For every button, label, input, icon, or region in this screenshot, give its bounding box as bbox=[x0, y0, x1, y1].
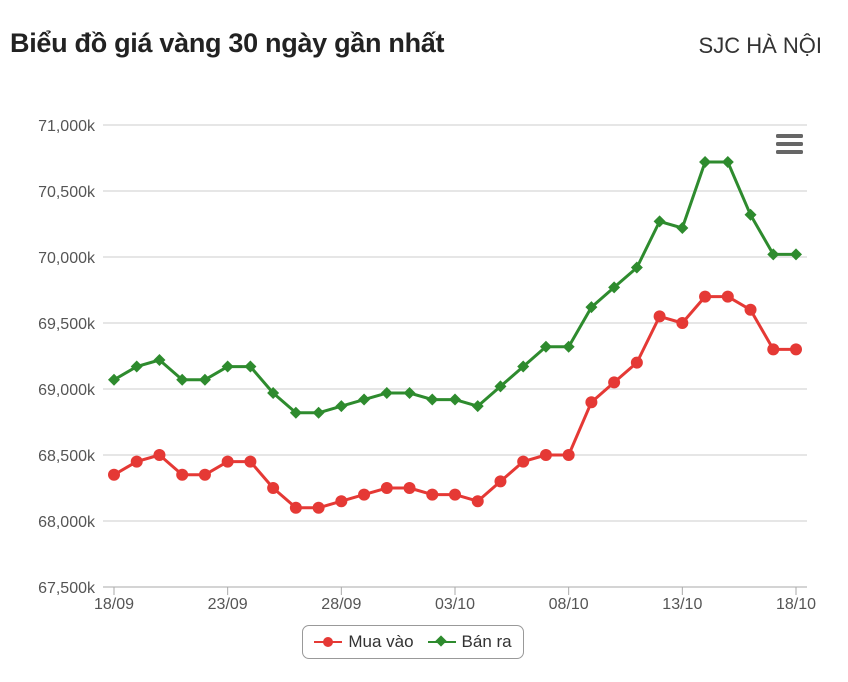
buy-point bbox=[494, 475, 507, 488]
buy-point bbox=[312, 501, 325, 514]
sell-point bbox=[130, 360, 143, 373]
buy-point bbox=[198, 468, 211, 481]
menu-bar bbox=[776, 150, 803, 154]
y-tick-label: 70,500k bbox=[38, 184, 96, 201]
buy-point bbox=[630, 356, 643, 369]
legend-sell-label: Bán ra bbox=[461, 632, 512, 651]
chart-title: Biểu đồ giá vàng 30 ngày gần nhất bbox=[10, 28, 445, 58]
y-tick-label: 68,000k bbox=[38, 514, 96, 531]
sell-point bbox=[403, 386, 416, 399]
buy-point bbox=[699, 290, 712, 303]
hamburger-menu-icon[interactable] bbox=[776, 134, 803, 154]
sell-point bbox=[653, 215, 666, 228]
x-tick-label: 18/10 bbox=[776, 596, 816, 613]
legend-item-sell[interactable]: Bán ra bbox=[427, 632, 512, 652]
buy-point bbox=[267, 482, 280, 494]
x-tick-label: 18/09 bbox=[94, 596, 134, 613]
sell-point bbox=[312, 406, 325, 419]
buy-point bbox=[244, 455, 257, 468]
sell-point bbox=[562, 340, 575, 353]
buy-point bbox=[471, 495, 484, 508]
sell-point bbox=[539, 340, 552, 353]
buy-point bbox=[449, 488, 461, 501]
gold-price-line-chart: 67,500k 68,000k 68,500k 69,000k 69,500k 70,00… bbox=[38, 118, 816, 613]
buy-point bbox=[426, 488, 439, 501]
sell-point bbox=[608, 281, 621, 294]
sell-point bbox=[517, 360, 530, 373]
buy-point bbox=[767, 343, 780, 356]
sell-point bbox=[358, 393, 371, 406]
buy-point bbox=[721, 290, 734, 303]
buy-point bbox=[539, 449, 552, 461]
sell-point bbox=[244, 360, 257, 373]
legend-sell-swatch-icon bbox=[427, 635, 456, 649]
sell-point bbox=[221, 360, 234, 373]
sell-point bbox=[153, 353, 166, 366]
y-tick-label: 67,500k bbox=[38, 580, 96, 597]
y-tick-label: 70,000k bbox=[38, 250, 96, 267]
buy-point bbox=[130, 455, 143, 468]
chart-legend: Mua vào Bán ra bbox=[302, 625, 524, 659]
buy-point bbox=[608, 376, 621, 389]
legend-buy-label: Mua vào bbox=[348, 632, 414, 651]
buy-point bbox=[380, 482, 393, 494]
sell-point bbox=[176, 373, 189, 386]
legend-item-buy[interactable]: Mua vào bbox=[314, 632, 414, 652]
sell-point bbox=[426, 393, 439, 406]
sell-point bbox=[699, 155, 712, 168]
x-tick-label: 08/10 bbox=[549, 596, 589, 613]
legend-buy-swatch-icon bbox=[314, 635, 343, 649]
sell-point bbox=[744, 208, 757, 221]
buy-point bbox=[108, 468, 120, 481]
buy-point bbox=[176, 468, 189, 481]
menu-bar bbox=[776, 142, 803, 146]
sell-point bbox=[721, 155, 734, 168]
x-tick-label: 13/10 bbox=[662, 596, 702, 613]
sell-point bbox=[494, 380, 507, 393]
buy-point bbox=[676, 317, 689, 329]
x-tick-label: 23/09 bbox=[208, 596, 248, 613]
y-tick-label: 69,500k bbox=[38, 316, 96, 333]
series-line-sell bbox=[113, 160, 796, 415]
sell-point bbox=[289, 406, 302, 419]
sell-point bbox=[767, 248, 780, 261]
y-tick-label: 68,500k bbox=[38, 448, 96, 465]
x-tick-label: 28/09 bbox=[321, 596, 361, 613]
sell-point bbox=[108, 373, 120, 386]
y-tick-label: 71,000k bbox=[38, 118, 96, 135]
buy-point bbox=[517, 455, 530, 468]
sell-point bbox=[198, 373, 211, 386]
buy-point bbox=[221, 455, 234, 468]
sell-point bbox=[630, 261, 643, 274]
buy-point bbox=[403, 482, 416, 494]
buy-point bbox=[653, 310, 666, 323]
y-tick-label: 69,000k bbox=[38, 382, 96, 399]
buy-point bbox=[358, 488, 371, 501]
location-label: SJC HÀ NỘI bbox=[698, 33, 822, 58]
sell-point bbox=[585, 301, 598, 314]
buy-point bbox=[585, 396, 598, 409]
sell-point bbox=[335, 400, 348, 413]
buy-point bbox=[562, 449, 575, 461]
menu-bar bbox=[776, 134, 803, 138]
sell-point bbox=[267, 386, 280, 399]
buy-point bbox=[289, 501, 302, 514]
sell-point bbox=[790, 248, 802, 261]
buy-point bbox=[790, 343, 802, 356]
buy-point bbox=[744, 303, 757, 316]
sell-point bbox=[449, 393, 461, 406]
buy-point bbox=[335, 495, 348, 508]
sell-point bbox=[380, 386, 393, 399]
sell-point bbox=[676, 221, 689, 234]
sell-point bbox=[471, 400, 484, 413]
x-tick-label: 03/10 bbox=[435, 596, 475, 613]
buy-point bbox=[153, 449, 166, 461]
